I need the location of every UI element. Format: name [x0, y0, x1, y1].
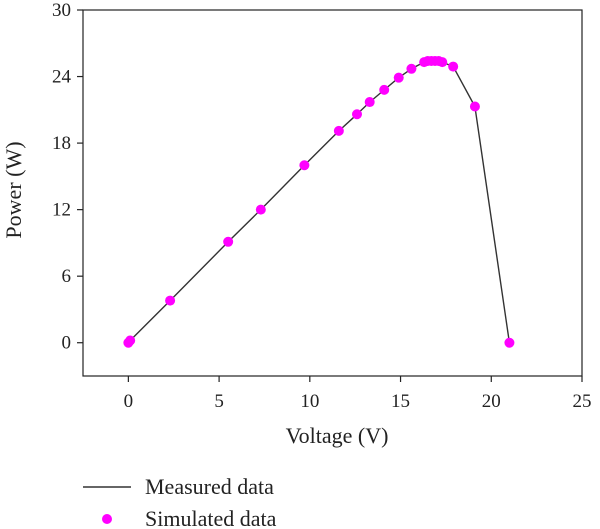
- x-tick-label: 5: [214, 391, 224, 412]
- legend-label-measured: Measured data: [145, 474, 274, 499]
- simulated-data-point: [364, 97, 375, 108]
- y-axis-title: Power (W): [1, 141, 26, 238]
- simulated-data-point: [379, 84, 390, 95]
- x-tick-label: 15: [391, 391, 410, 412]
- simulated-data-point: [223, 236, 234, 247]
- plot-frame: [82, 9, 583, 377]
- x-tick-label: 10: [300, 391, 319, 412]
- x-tick-label: 25: [573, 391, 592, 412]
- legend-label-simulated: Simulated data: [145, 506, 277, 529]
- y-tick-label: 18: [52, 133, 71, 154]
- measured-data-line-group: [127, 60, 511, 344]
- simulated-data-point: [165, 295, 176, 306]
- x-tick-label: 0: [124, 391, 134, 412]
- x-axis-title: Voltage (V): [286, 423, 389, 448]
- legend: Measured data Simulated data: [83, 474, 277, 529]
- simulated-data-point: [504, 337, 515, 348]
- y-tick-label: 12: [52, 200, 71, 221]
- simulated-data-point: [406, 63, 417, 74]
- legend-dot-marker: [102, 514, 112, 524]
- measured-data-line: [127, 60, 511, 344]
- x-tick-label: 20: [482, 391, 501, 412]
- simulated-data-points-group: [123, 56, 515, 348]
- simulated-data-point: [299, 160, 310, 171]
- y-tick-label: 6: [62, 266, 72, 287]
- simulated-data-point: [125, 335, 136, 346]
- simulated-data-point: [333, 125, 344, 136]
- y-tick-label: 30: [52, 0, 71, 21]
- y-tick-label: 0: [62, 333, 72, 354]
- simulated-data-point: [255, 204, 266, 215]
- simulated-data-point: [393, 72, 404, 83]
- plot-area-border: [82, 9, 583, 377]
- axis-ticks: 0 5 10 15 20 25 0 6 12 18 24 30: [52, 0, 592, 412]
- y-tick-label: 24: [52, 67, 72, 88]
- simulated-data-point: [469, 101, 480, 112]
- simulated-data-point: [448, 61, 459, 72]
- simulated-data-point: [437, 57, 448, 68]
- simulated-data-point: [351, 109, 362, 120]
